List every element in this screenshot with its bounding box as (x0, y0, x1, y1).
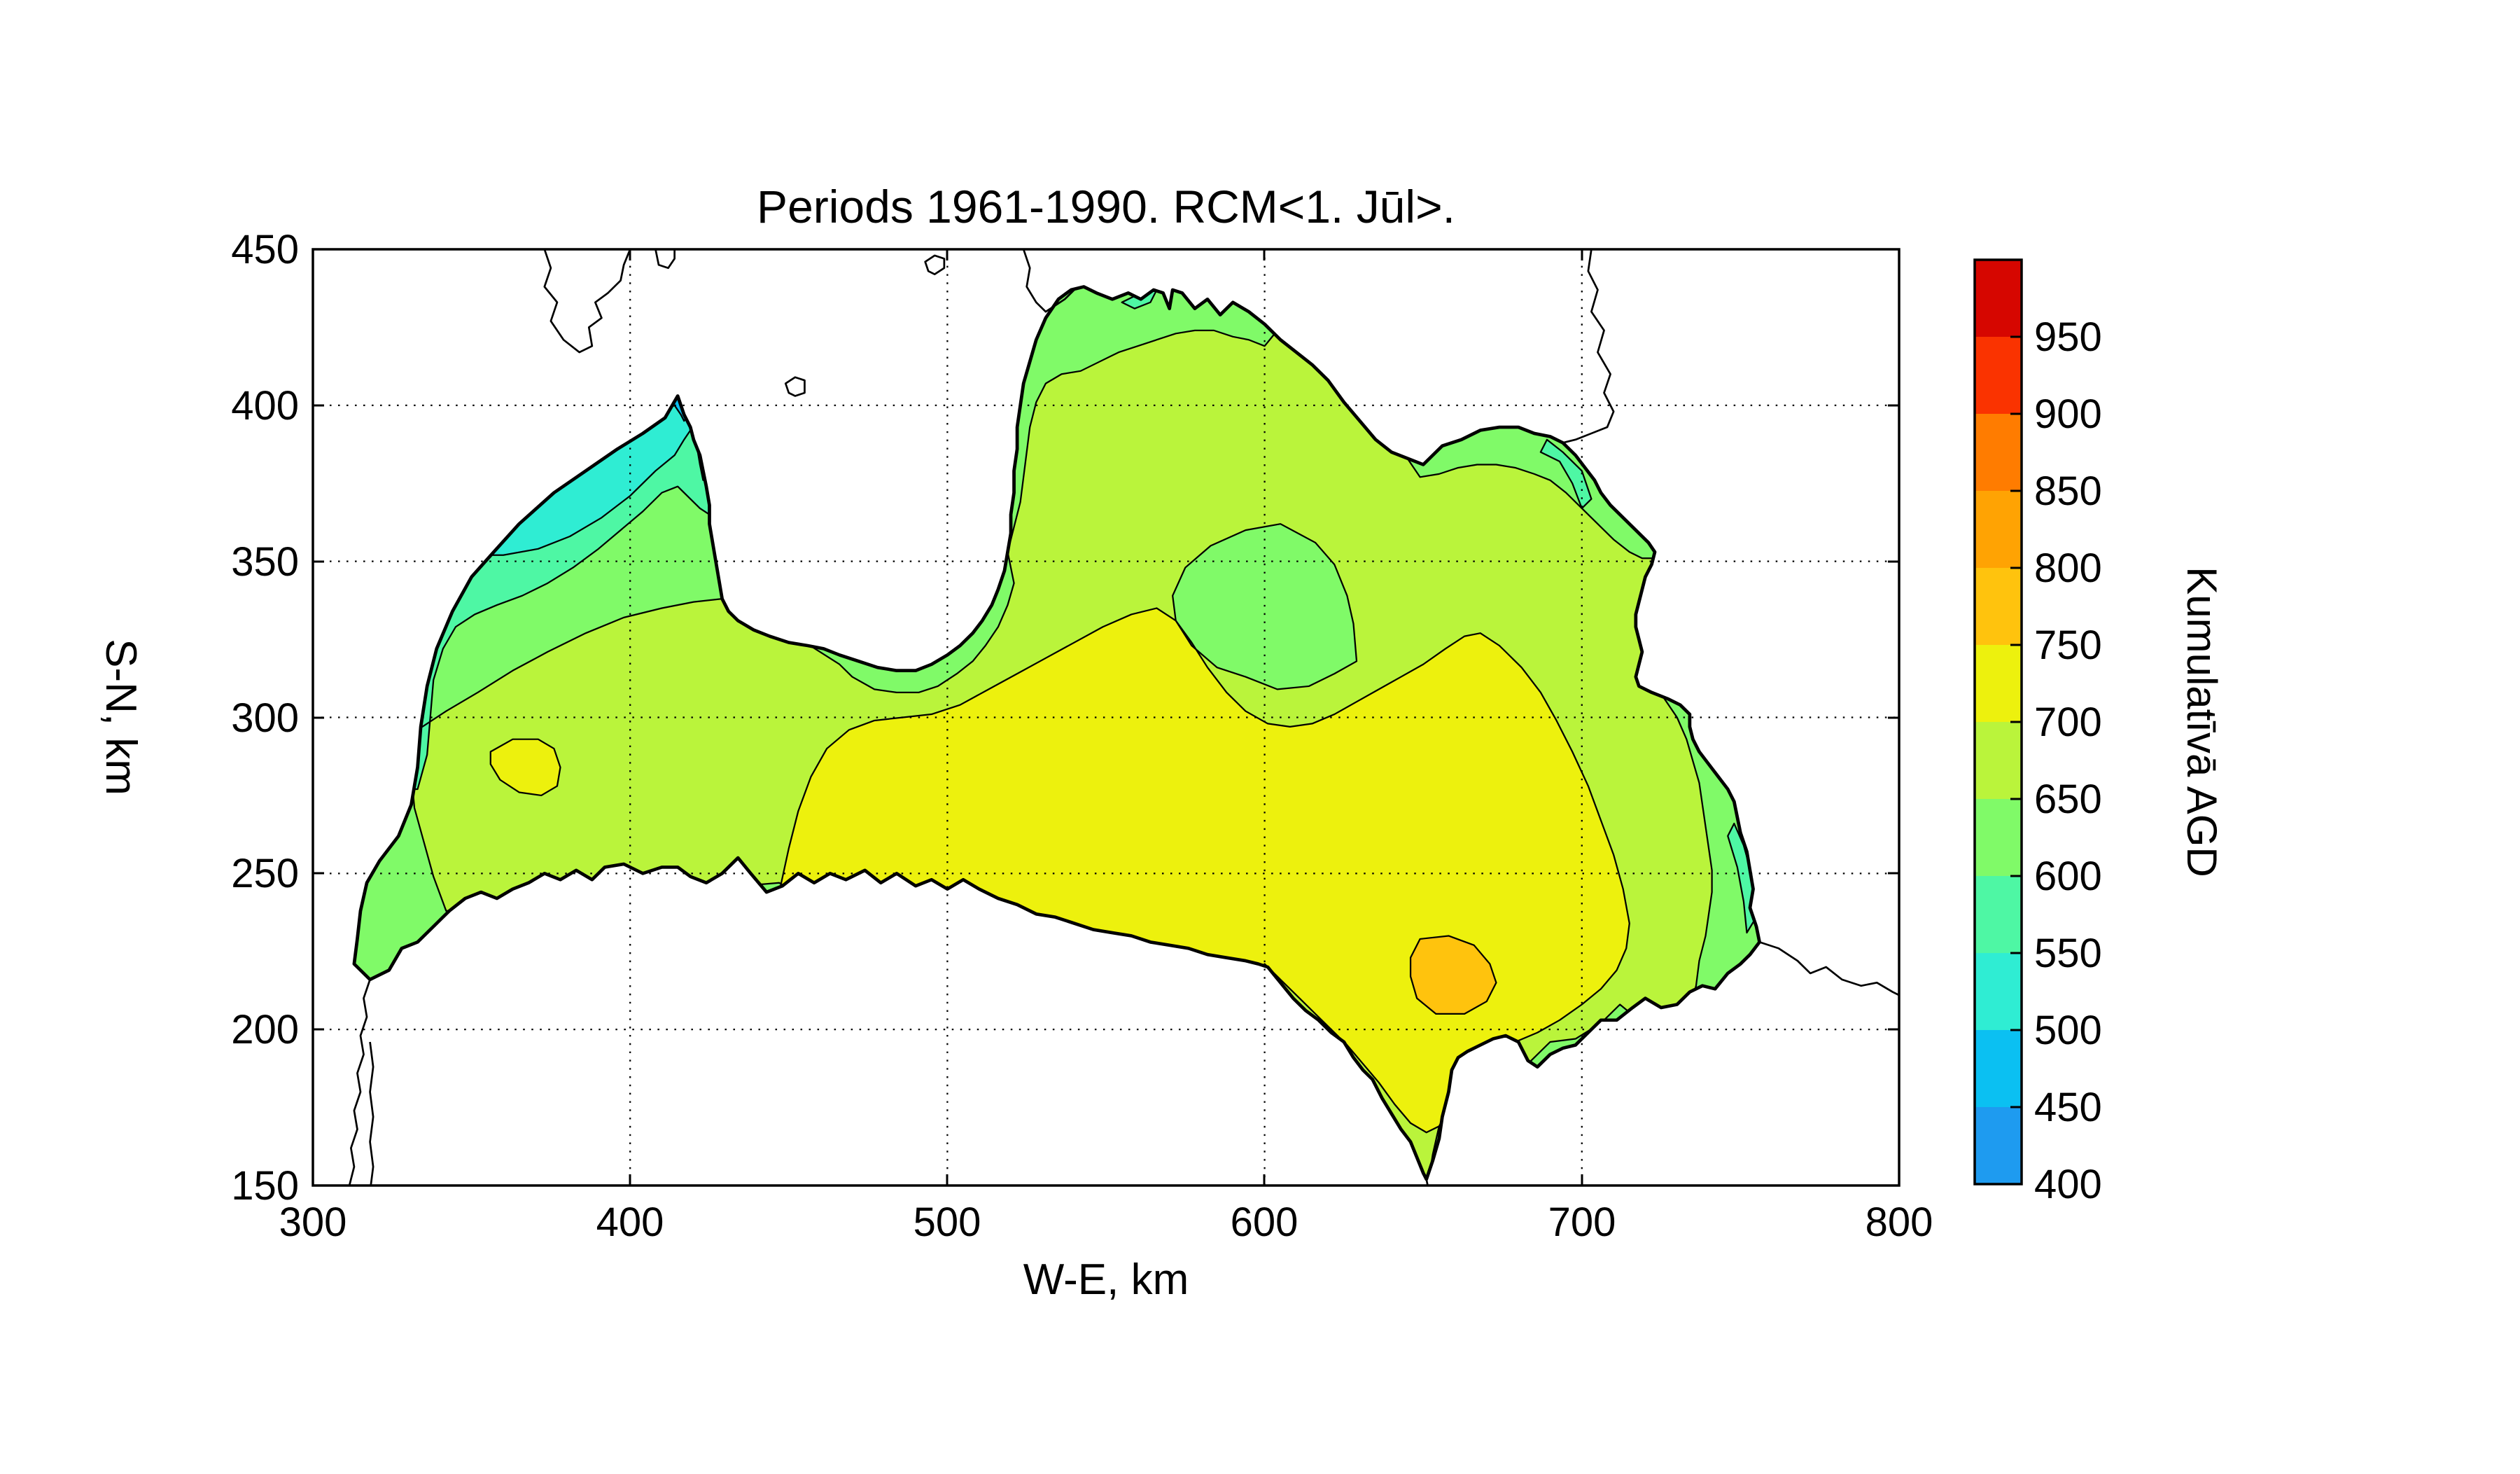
x-tick-label-400: 400 (596, 1200, 664, 1245)
colorbar-segment-750-800 (1975, 568, 2022, 645)
colorbar-label-800: 800 (2034, 545, 2102, 591)
colorbar-label-700: 700 (2034, 700, 2102, 745)
y-tick-label-400: 400 (231, 383, 299, 429)
chart-title: Periods 1961-1990. RCM<1. Jūl>. (757, 181, 1455, 232)
ruhnu-island-outline (784, 376, 806, 397)
contour-fills (354, 286, 1760, 1180)
lithuania-belarus-border (1425, 1178, 1429, 1186)
colorbar-label-450: 450 (2034, 1085, 2102, 1130)
x-tick-label-600: 600 (1231, 1200, 1298, 1245)
y-tick-label-300: 300 (231, 695, 299, 741)
colorbar: 950 900 850 800 750 700 650 600 550 500 … (1973, 258, 2225, 1207)
colorbar-label-750: 750 (2034, 623, 2102, 668)
x-tick-label-500: 500 (913, 1200, 981, 1245)
colorbar-segment-450-500 (1975, 1030, 2022, 1107)
colorbar-segment-500-550 (1975, 953, 2022, 1030)
colorbar-segment-850-900 (1975, 414, 2022, 491)
y-tick-label-250: 250 (231, 851, 299, 896)
y-tick-label-450: 450 (231, 227, 299, 272)
y-tick-label-350: 350 (231, 539, 299, 585)
colorbar-label-850: 850 (2034, 468, 2102, 514)
x-tick-label-800: 800 (1865, 1200, 1933, 1245)
curonian-spit-line (369, 1041, 374, 1186)
colorbar-label-650: 650 (2034, 777, 2102, 822)
colorbar-segment-800-850 (1975, 491, 2022, 568)
colorbar-segment-400-450 (1975, 1107, 2022, 1184)
colorbar-label-500: 500 (2034, 1008, 2102, 1053)
y-axis-label: S-N, km (97, 639, 145, 795)
x-tick-label-300: 300 (279, 1200, 347, 1245)
colorbar-label-400: 400 (2034, 1162, 2102, 1207)
estonia-coastline (1022, 249, 1075, 313)
colorbar-tick-labels: 950 900 850 800 750 700 650 600 550 500 … (2034, 314, 2102, 1207)
colorbar-segment-550-600 (1975, 876, 2022, 953)
x-tick-label-700: 700 (1548, 1200, 1616, 1245)
map-area (313, 249, 1899, 1186)
y-tick-label-200: 200 (231, 1007, 299, 1052)
axis-ticks (313, 249, 1899, 1186)
colorbar-segment-650-700 (1975, 722, 2022, 799)
y-tick-labels: 450 400 350 300 250 200 150 (231, 227, 299, 1209)
colorbar-label-900: 900 (2034, 391, 2102, 437)
colorbar-segment-600-650 (1975, 799, 2022, 876)
colorbar-label-600: 600 (2034, 854, 2102, 899)
x-axis-label: W-E, km (1023, 1256, 1189, 1304)
background-borders (348, 249, 1899, 1186)
islet-outline (654, 249, 676, 270)
y-tick-label-150: 150 (231, 1163, 299, 1209)
colorbar-label-550: 550 (2034, 931, 2102, 976)
colorbar-segment-700-750 (1975, 645, 2022, 722)
kihnu-island-outline (924, 254, 946, 275)
colorbar-label-950: 950 (2034, 314, 2102, 360)
russia-belarus-border (1759, 941, 1899, 996)
estonia-russia-border (1562, 249, 1615, 444)
colorbar-ticks (2010, 335, 2022, 1108)
colorbar-axis-label: Kumulatīvā AGD (2178, 566, 2225, 877)
colorbar-segment-950-1000 (1975, 260, 2022, 337)
colorbar-segment-900-950 (1975, 337, 2022, 414)
x-tick-labels: 300 400 500 600 700 800 (279, 1200, 1933, 1245)
lithuania-coastline (348, 979, 371, 1186)
saaremaa-island-outline (543, 249, 631, 354)
